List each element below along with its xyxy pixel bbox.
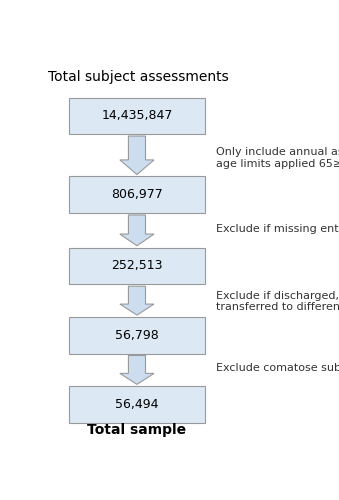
Text: 252,513: 252,513 [111,260,163,272]
Polygon shape [120,286,154,315]
Text: Total sample: Total sample [87,422,186,436]
Bar [68,386,205,423]
Polygon shape [120,356,154,384]
Bar [68,317,205,354]
Text: 56,798: 56,798 [115,329,159,342]
Text: 56,494: 56,494 [115,398,159,411]
Bar [68,248,205,284]
Polygon shape [120,215,154,246]
Bar [68,176,205,213]
Text: Total subject assessments: Total subject assessments [47,70,228,84]
Text: Exclude comatose subjects: Exclude comatose subjects [216,363,339,373]
Text: Only include annual assessments and
age limits applied 65≥: Only include annual assessments and age … [216,148,339,169]
Text: Exclude if discharged, duplicate, or
transferred to different facility: Exclude if discharged, duplicate, or tra… [216,290,339,312]
Text: Exclude if missing entry date: Exclude if missing entry date [216,224,339,234]
Text: 806,977: 806,977 [111,188,163,201]
Bar [68,98,205,134]
Text: 14,435,847: 14,435,847 [101,110,173,122]
Polygon shape [120,136,154,174]
